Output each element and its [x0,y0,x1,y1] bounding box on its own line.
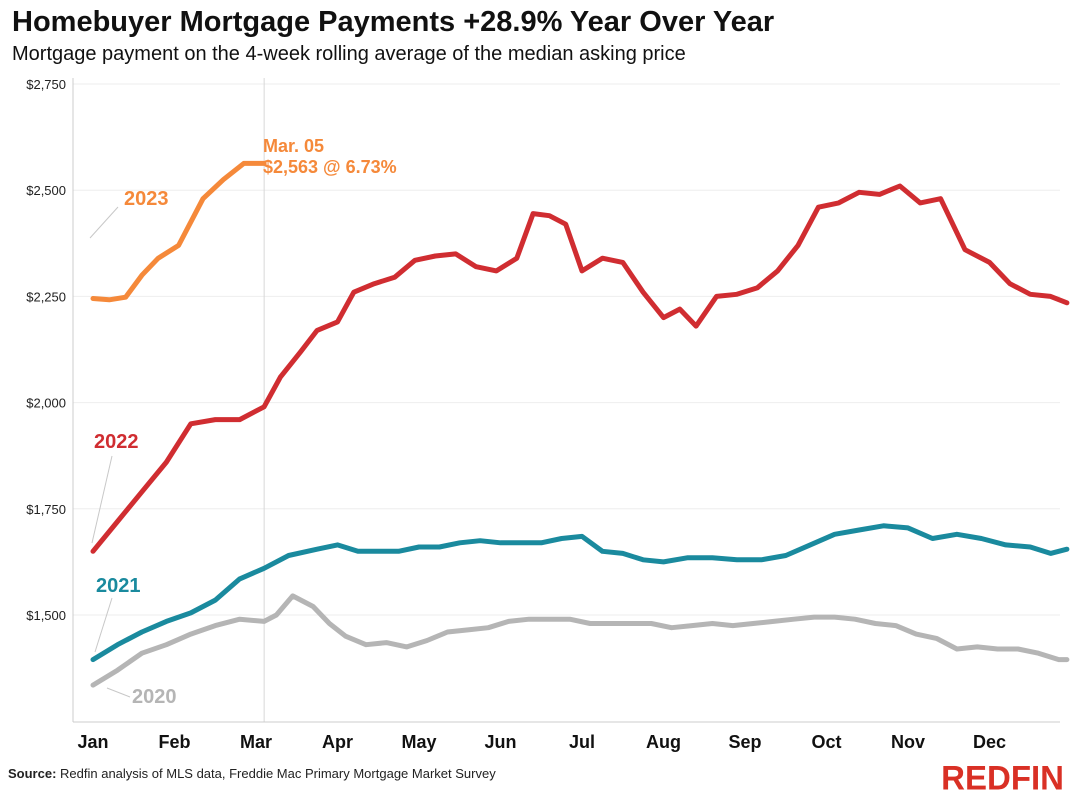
x-tick-label: Mar [240,732,272,752]
y-tick-label: $1,500 [26,608,66,623]
chart-subtitle: Mortgage payment on the 4-week rolling a… [12,43,686,65]
series-label-2022: 2022 [94,431,139,453]
y-tick-label: $2,750 [26,77,66,92]
source-label: Source: [8,766,57,781]
x-tick-label: Jun [484,732,516,752]
x-tick-label: Sep [728,732,761,752]
leader-line-2022 [91,455,113,544]
annotation-value: $2,563 @ 6.73% [263,157,397,177]
x-tick-label: Aug [646,732,681,752]
redfin-logo: REDFIN [941,758,1064,797]
source-text: Redfin analysis of MLS data, Freddie Mac… [56,766,496,781]
x-tick-label: Apr [322,732,353,752]
series-line-2022 [90,183,1070,554]
y-tick-label: $2,000 [26,396,66,411]
x-tick-label: Nov [891,732,925,752]
leader-line-2023 [89,206,119,239]
series-label-2023: 2023 [124,188,169,210]
leader-line-2021 [94,597,113,653]
source-note: Source: Redfin analysis of MLS data, Fre… [8,766,496,781]
leader-line-2020 [106,687,131,698]
y-tick-label: $2,250 [26,289,66,304]
series-line-2020 [90,593,1070,688]
y-tick-label: $2,500 [26,183,66,198]
series-line-2021 [90,523,1070,663]
x-tick-label: Oct [811,732,841,752]
series-label-2021: 2021 [96,575,141,597]
y-tick-label: $1,750 [26,502,66,517]
x-tick-label: Feb [158,732,190,752]
annotation-date: Mar. 05 [263,136,324,156]
x-tick-label: Jan [77,732,108,752]
series-line-2023 [90,160,267,303]
x-tick-label: May [401,732,436,752]
series-label-2020: 2020 [132,686,177,708]
x-tick-label: Dec [973,732,1006,752]
x-tick-label: Jul [569,732,595,752]
chart-title: Homebuyer Mortgage Payments +28.9% Year … [12,6,775,38]
